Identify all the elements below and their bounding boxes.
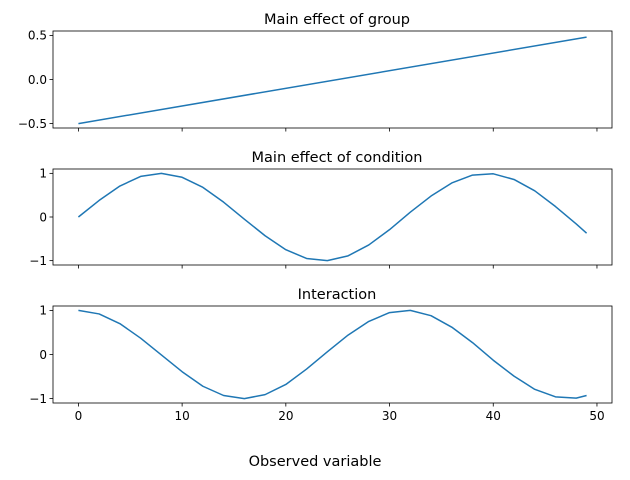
series-line (78, 36, 587, 125)
panel-main-effect-group: Main effect of group −0.5 0.0 0.5 (18, 12, 613, 132)
panel-title: Main effect of condition (252, 150, 423, 166)
x-tick-label: 0 (75, 409, 83, 423)
y-tick-label: −1 (29, 254, 47, 268)
series-line (78, 309, 587, 400)
y-tick-label: 1 (39, 167, 47, 181)
figure-x-axis-label: Observed variable (249, 454, 382, 470)
x-tick-label: 30 (382, 409, 397, 423)
y-tick-label: 0 (39, 348, 47, 362)
panel-title: Interaction (298, 287, 377, 303)
panel-title: Main effect of group (264, 12, 410, 28)
series-line (77, 172, 588, 262)
x-tick-label: 10 (174, 409, 189, 423)
y-tick-label: 1 (39, 304, 47, 318)
y-tick-label: 0 (39, 210, 47, 224)
x-tick-label: 40 (486, 409, 501, 423)
y-tick-label: 0.0 (28, 73, 47, 87)
y-tick-label: −0.5 (18, 117, 47, 131)
y-tick-label: 0.5 (28, 29, 47, 43)
y-tick-label: −1 (29, 392, 47, 406)
x-tick-label: 20 (278, 409, 293, 423)
panel-main-effect-condition: Main effect of condition −1 0 1 (29, 150, 613, 269)
x-tick-label: 50 (589, 409, 604, 423)
